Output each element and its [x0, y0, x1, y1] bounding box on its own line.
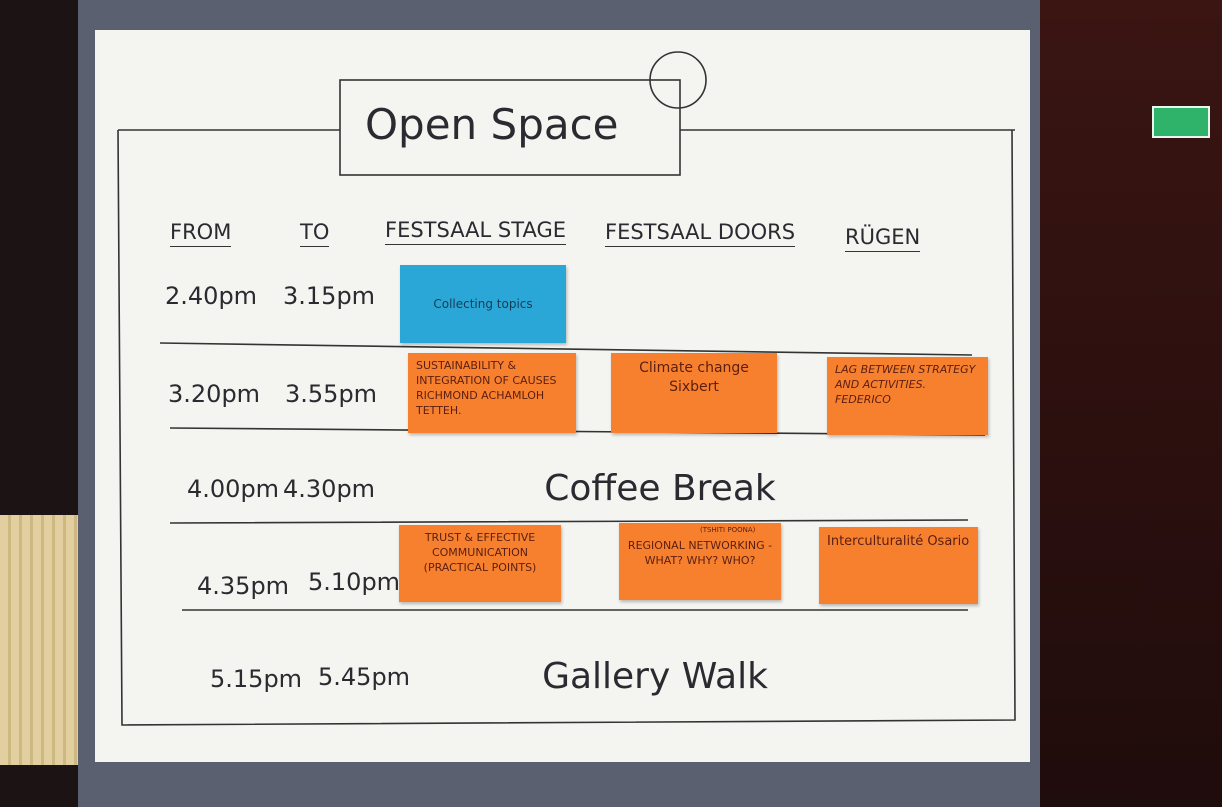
time-to: 5.45pm [318, 663, 411, 691]
sticky-note: Climate change Sixbert [611, 353, 777, 433]
header: FESTSAAL STAGE [385, 218, 566, 245]
note-annotation: (TSHITI POONA) [700, 526, 756, 534]
sticky-note: REGIONAL NETWORKING - WHAT? WHY? WHO? [619, 523, 781, 600]
time-from: 4.00pm [187, 475, 280, 503]
event: Coffee Break [544, 468, 776, 509]
time-to: 3.55pm [285, 380, 378, 408]
time-to: 5.10pm [308, 568, 401, 596]
time-from: 4.35pm [197, 572, 290, 600]
header: TO [300, 220, 330, 247]
exit-sign [1152, 106, 1210, 138]
sticky-note: LAG BETWEEN STRATEGY AND ACTIVITIES. FED… [827, 357, 988, 435]
event: Gallery Walk [542, 656, 768, 697]
header: FESTSAAL DOORS [605, 220, 796, 247]
time-from: 5.15pm [210, 665, 303, 693]
sticky-note: Interculturalité Osario [819, 527, 978, 604]
header: FROM [170, 220, 232, 247]
time-from: 3.20pm [168, 380, 261, 408]
header: RÜGEN [845, 225, 921, 252]
sticky-note: SUSTAINABILITY & INTEGRATION OF CAUSES R… [408, 353, 576, 433]
title: Open Space [365, 100, 619, 149]
sticky-note: Collecting topics [400, 265, 566, 343]
sticky-note: TRUST & EFFECTIVE COMMUNICATION (PRACTIC… [399, 525, 561, 602]
time-to: 4.30pm [283, 475, 376, 503]
time-from: 2.40pm [165, 282, 258, 310]
time-to: 3.15pm [283, 282, 376, 310]
